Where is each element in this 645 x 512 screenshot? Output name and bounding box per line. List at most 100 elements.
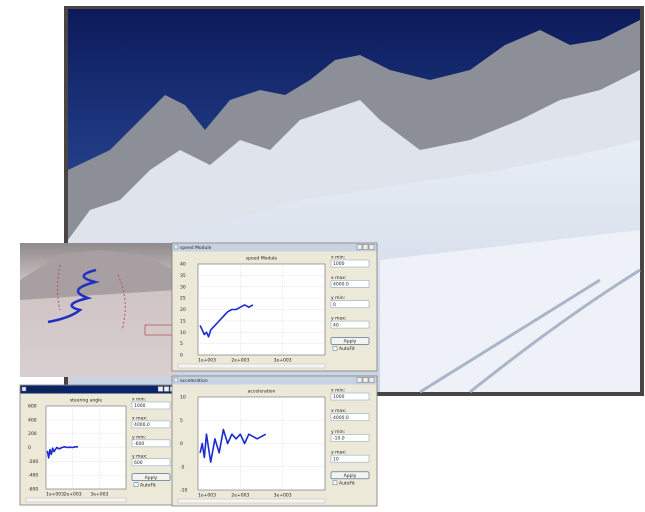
input-value: 600	[134, 460, 143, 466]
input-box[interactable]	[330, 454, 370, 463]
x-tick-label: 2e+003	[231, 358, 249, 364]
input-value: 1000	[134, 403, 146, 409]
window-title: speed Module	[180, 245, 212, 251]
data-curve	[46, 446, 78, 459]
field-label: y min:	[331, 295, 345, 301]
y-tick-label: 5	[180, 341, 183, 347]
input-box[interactable]	[131, 458, 171, 467]
input-box[interactable]	[330, 434, 370, 442]
autofit-checkbox[interactable]	[332, 480, 338, 486]
y-tick-label: 0	[180, 353, 183, 359]
apply-button[interactable]	[131, 473, 171, 481]
plot-area	[197, 396, 326, 491]
y-tick-label: -10	[180, 488, 187, 494]
autofit-label: AutoFit	[140, 482, 156, 488]
y-tick-label: 0	[28, 445, 31, 451]
y-tick-label: 20	[180, 307, 186, 313]
data-curve	[199, 304, 254, 338]
title-bar	[172, 243, 377, 252]
window-title: steering angle	[28, 387, 61, 393]
x-tick-label: 1e+003	[46, 492, 64, 498]
maximize-button[interactable]	[362, 377, 369, 383]
x-tick-label: 3e+003	[90, 492, 108, 498]
plot-window: steering angle steering angle -600 -400 -200…	[19, 384, 179, 506]
scrollbar[interactable]	[25, 497, 127, 503]
input-box[interactable]	[330, 300, 370, 308]
window-title: acceleration	[180, 378, 208, 384]
y-tick-label: -400	[28, 473, 38, 479]
title-bar	[20, 385, 178, 394]
field-label: y max:	[132, 454, 147, 459]
ski-image	[20, 243, 175, 377]
minimize-button[interactable]	[356, 244, 363, 250]
minimize-button[interactable]	[356, 377, 363, 383]
y-tick-label: 0	[180, 441, 183, 447]
autofit-label: AutoFit	[339, 481, 355, 487]
input-box[interactable]	[131, 439, 171, 448]
input-box[interactable]	[330, 320, 370, 329]
x-tick-label: 3e+003	[274, 358, 292, 364]
title-bar	[172, 376, 377, 385]
y-tick-label: 5	[180, 418, 183, 424]
scrollbar[interactable]	[177, 498, 326, 504]
input-box[interactable]	[330, 259, 370, 268]
autofit-checkbox[interactable]	[133, 482, 139, 487]
y-tick-label: 25	[180, 296, 186, 302]
input-value: 1000	[333, 261, 345, 267]
input-value: 4000.0	[333, 415, 349, 421]
scrollbar[interactable]	[177, 363, 326, 369]
plot-title: steering angle	[70, 398, 103, 404]
plot-title: acceleration	[248, 389, 276, 395]
apply-button[interactable]	[330, 471, 370, 480]
plot-title: speed Module	[246, 256, 278, 262]
input-box[interactable]	[330, 413, 370, 421]
y-tick-label: 35	[180, 273, 186, 279]
y-tick-label: 15	[180, 318, 186, 324]
input-box[interactable]	[131, 420, 171, 429]
field-label: y min:	[132, 434, 146, 440]
data-curve	[199, 428, 267, 463]
x-tick-label: 1e+003	[198, 358, 216, 364]
x-tick-label: 2e+003	[64, 492, 82, 498]
apply-label: Apply	[145, 475, 158, 481]
apply-button[interactable]	[330, 337, 370, 345]
close-button[interactable]	[368, 377, 375, 383]
input-box[interactable]	[330, 392, 370, 401]
y-tick-label: -200	[28, 459, 38, 465]
apply-label: Apply	[344, 339, 357, 345]
mountain-photo	[64, 6, 644, 396]
x-tick-label: 1e+003	[198, 493, 216, 499]
window-icon	[173, 377, 179, 383]
input-value: 4000.0	[134, 422, 150, 428]
y-tick-label: 30	[180, 284, 186, 290]
maximize-button[interactable]	[362, 244, 369, 250]
y-tick-label: 10	[180, 395, 186, 401]
input-value: 0	[333, 302, 336, 308]
input-value: 4000.0	[333, 282, 349, 288]
x-tick-label: 2e+003	[231, 493, 249, 499]
x-tick-label: 3e+003	[274, 493, 292, 499]
field-label: y max:	[331, 451, 346, 456]
minimize-button[interactable]	[157, 386, 164, 392]
input-box[interactable]	[330, 280, 370, 288]
window-icon	[173, 244, 179, 250]
y-tick-label: -5	[180, 464, 185, 470]
y-tick-label: 40	[180, 262, 186, 268]
field-label: y max:	[331, 317, 346, 322]
field-label: x min:	[331, 255, 345, 261]
autofit-label: AutoFit	[339, 346, 355, 352]
apply-label: Apply	[344, 473, 357, 479]
y-tick-label: 200	[28, 431, 37, 437]
input-value: 1000	[333, 394, 345, 400]
y-tick-label: 400	[28, 417, 37, 423]
field-label: x min:	[132, 397, 146, 403]
maximize-button[interactable]	[163, 386, 170, 392]
plot-area	[197, 263, 326, 356]
autofit-checkbox[interactable]	[332, 346, 338, 351]
close-button[interactable]	[368, 244, 375, 250]
input-value: 40	[333, 322, 339, 328]
input-value: -10.0	[333, 436, 345, 442]
input-box[interactable]	[131, 401, 171, 410]
plot-window: acceleration acceleration -10 -5 0 5 10 1e+003 2…	[171, 375, 378, 507]
